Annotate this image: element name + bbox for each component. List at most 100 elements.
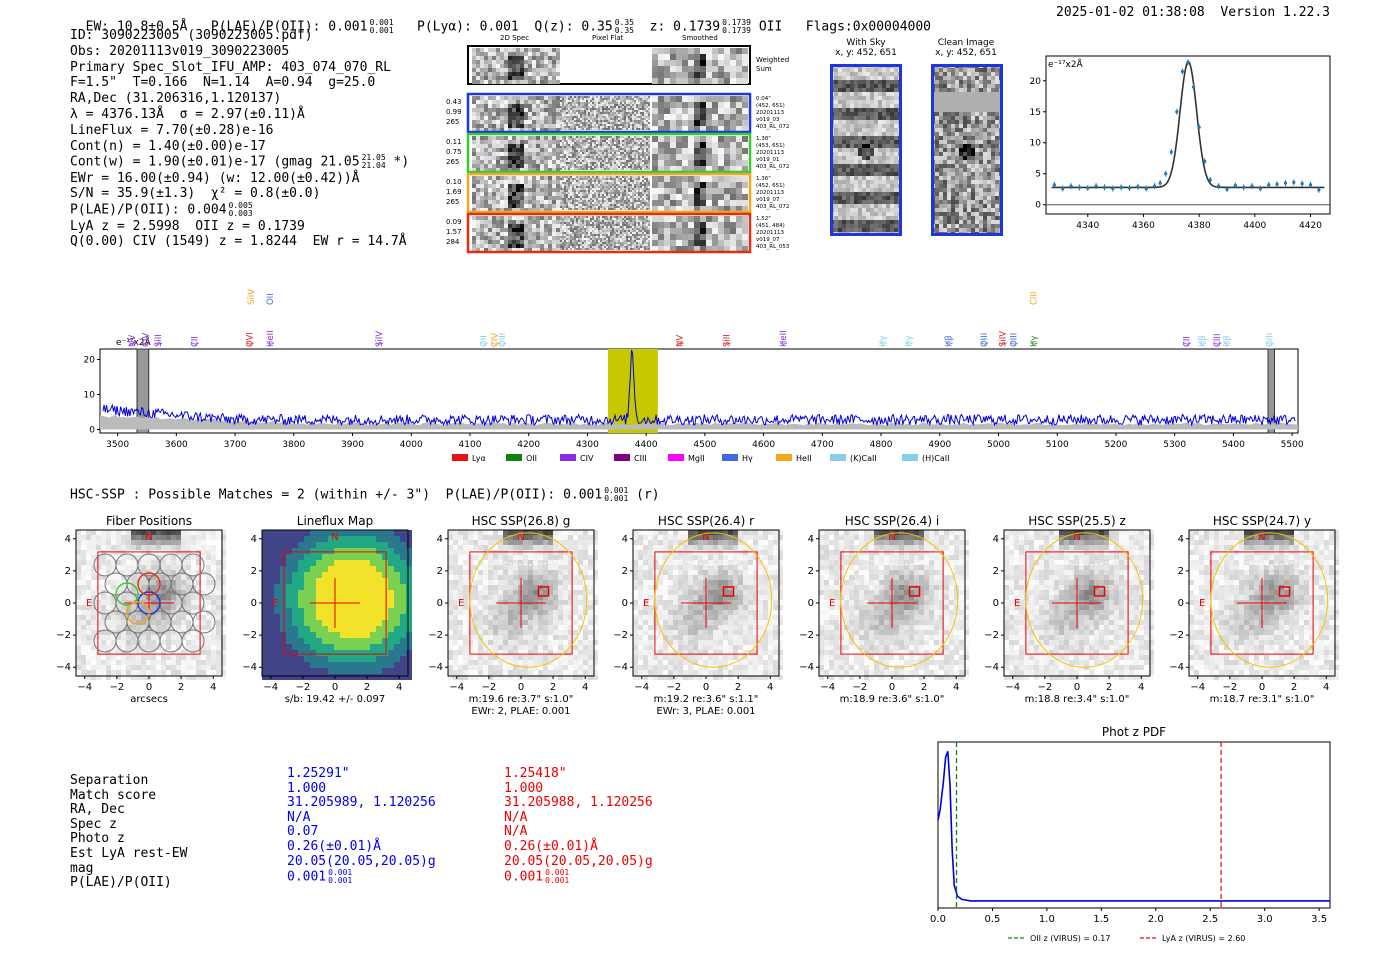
spec-line-bracket: { <box>480 342 488 346</box>
hsc-north: N <box>331 532 338 543</box>
spec-line-label: Hγ <box>905 336 915 347</box>
hsc-panel-title: Lineflux Map <box>297 514 373 528</box>
spec-line-bracket: { <box>1199 342 1207 346</box>
match-value: 0.001 0.001 0.001 <box>287 868 353 886</box>
spec-line-label: HeII <box>779 330 789 347</box>
spec-line-bracket: { <box>267 342 275 346</box>
row-right-label: 1.52" <box>756 216 771 222</box>
hsc-xtick-label: 4 <box>582 682 588 693</box>
spec-line-label: OIII <box>498 333 508 347</box>
spec-ytick-label: 20 <box>84 356 96 366</box>
spec-line-bracket: { <box>1011 342 1019 346</box>
pdf-curve <box>937 751 1330 902</box>
fiber-4 <box>137 572 161 596</box>
spec-line-label: OII <box>266 293 276 305</box>
spec-xtick-label: 3600 <box>165 440 188 450</box>
fiber-circle <box>181 553 205 577</box>
match-value: 31.205988, 1.120256 <box>504 795 653 811</box>
spec-xtick-label: 3900 <box>341 440 364 450</box>
hsc-source-ellipse <box>654 532 773 668</box>
zoom-point <box>1175 110 1179 114</box>
spec-xtick-label: 4200 <box>517 440 540 450</box>
match-value: N/A <box>504 809 528 825</box>
hsc-east: E <box>272 598 278 609</box>
fiber-2 <box>115 582 139 606</box>
spec-legend-label: Hγ <box>742 454 753 463</box>
zoom-xtick-label: 4360 <box>1132 221 1155 231</box>
spec-line-bracket: { <box>129 342 137 346</box>
row-left-label: 0.10 <box>446 178 462 186</box>
hsc-xtick-label: −2 <box>110 682 125 693</box>
header-plya: P(Lyα): 0.001 <box>417 19 519 35</box>
hsc-match-marker <box>537 586 550 597</box>
match-label: Spec z <box>70 816 117 832</box>
hsc-neighbor-arc <box>1050 558 1119 566</box>
row-right-label: 403_RL_072 <box>756 204 789 210</box>
spec-line-bracket: { <box>1031 342 1039 346</box>
spec-line-label: Hβ <box>1222 335 1232 347</box>
fiber-circle <box>181 591 205 615</box>
hsc-sublabel: EWr: 3, PLAE: 0.001 <box>656 706 755 717</box>
spec-sky-fill <box>100 415 1298 430</box>
hsc-neighbor-arc <box>494 558 563 566</box>
spec-xtick-label: 3700 <box>224 440 247 450</box>
fiber-circle <box>192 610 216 634</box>
spec-xtick-label: 5100 <box>1046 440 1069 450</box>
info-primary: Primary Spec_Slot_IFU_AMP: 403_074_070_R… <box>70 59 391 75</box>
spec-xtick-label: 4500 <box>693 440 716 450</box>
spec-line-label: CII <box>190 336 200 347</box>
row-smoothed <box>652 136 748 172</box>
hsc-xtick-label: 2 <box>178 682 184 693</box>
row-left-label: 1.69 <box>446 188 462 196</box>
row-left-label: 265 <box>446 118 459 126</box>
spec-xtick-label: 4600 <box>752 440 775 450</box>
spec-xtick-label: 4700 <box>811 440 834 450</box>
zoom-point <box>1242 185 1246 189</box>
zoom-point <box>1267 183 1271 187</box>
row-left-label: 265 <box>446 198 459 206</box>
zoom-point <box>1069 184 1073 188</box>
spec-line-bracket: { <box>906 342 914 346</box>
match-value: 0.26(±0.01)Å <box>504 838 598 854</box>
hsc-panel-title: Fiber Positions <box>106 514 192 528</box>
hsc-panel-0: Fiber Positions N E −4 −2 0 2 4 4 2 0 −2 −4 arcsecs <box>56 514 226 705</box>
hsc-ytick-label: 4 <box>993 534 999 545</box>
hsc-xtick-label: 2 <box>364 682 370 693</box>
hsc-ytick-label: 4 <box>622 534 628 545</box>
with-sky-title: With Sky x, y: 452, 651 <box>835 38 897 58</box>
hsc-match-marker <box>722 586 735 597</box>
pdf-legend-label: LyA z (VIRUS) = 2.60 <box>1162 934 1245 943</box>
spec-line-bracket: { <box>946 342 954 346</box>
hsc-xtick-label: 4 <box>1323 682 1329 693</box>
row-left-label: 0.75 <box>446 148 462 156</box>
hsc-north: N <box>1073 532 1080 543</box>
hsc-sublabel: EWr: 2, PLAE: 0.001 <box>471 706 570 717</box>
hsc-ytick-label: 0 <box>251 598 257 609</box>
spec-xtick-label: 3800 <box>282 440 305 450</box>
hsc-panels: Fiber Positions N E −4 −2 0 2 4 4 2 0 −2 −4 arcsecs Li… <box>0 510 1400 725</box>
hsc-source-ellipse <box>469 532 588 668</box>
spec-line-label: CIV <box>142 333 152 347</box>
spec-legend-swatch <box>506 454 522 461</box>
spec-line-label: OIII <box>980 333 990 347</box>
pdf-xtick-label: 0.0 <box>930 914 946 925</box>
zoom-point <box>1258 186 1262 191</box>
hsc-ytick-label: −4 <box>1169 662 1184 673</box>
info-id: ID: 3090223005 (3090223005.pdf) <box>70 28 313 43</box>
clean-title: Clean Image x, y: 452, 651 <box>935 38 997 58</box>
hsc-north: N <box>1258 532 1265 543</box>
row-right-label: 1.36" <box>756 176 771 182</box>
row-right-label: (452, 651) <box>756 183 785 189</box>
spec-line-label: SiII <box>723 334 733 347</box>
pdf-xtick-label: 1.5 <box>1093 914 1109 925</box>
hsc-ytick-label: 4 <box>65 534 71 545</box>
zoom-point <box>1158 181 1162 185</box>
hsc-panel-5: HSC SSP(25.5) z N E −4 −2 0 2 4 4 2 0 −2 −4 m:18.8 re… <box>984 514 1154 705</box>
hsc-ytick-label: 0 <box>808 598 814 609</box>
hsc-ytick-label: −2 <box>1169 630 1184 641</box>
row-pixel-flat <box>560 96 650 130</box>
match-value: 20.05(20.05,20.05)g <box>504 853 653 869</box>
match-label: Photo z <box>70 831 125 847</box>
zoom-point <box>1136 185 1140 189</box>
